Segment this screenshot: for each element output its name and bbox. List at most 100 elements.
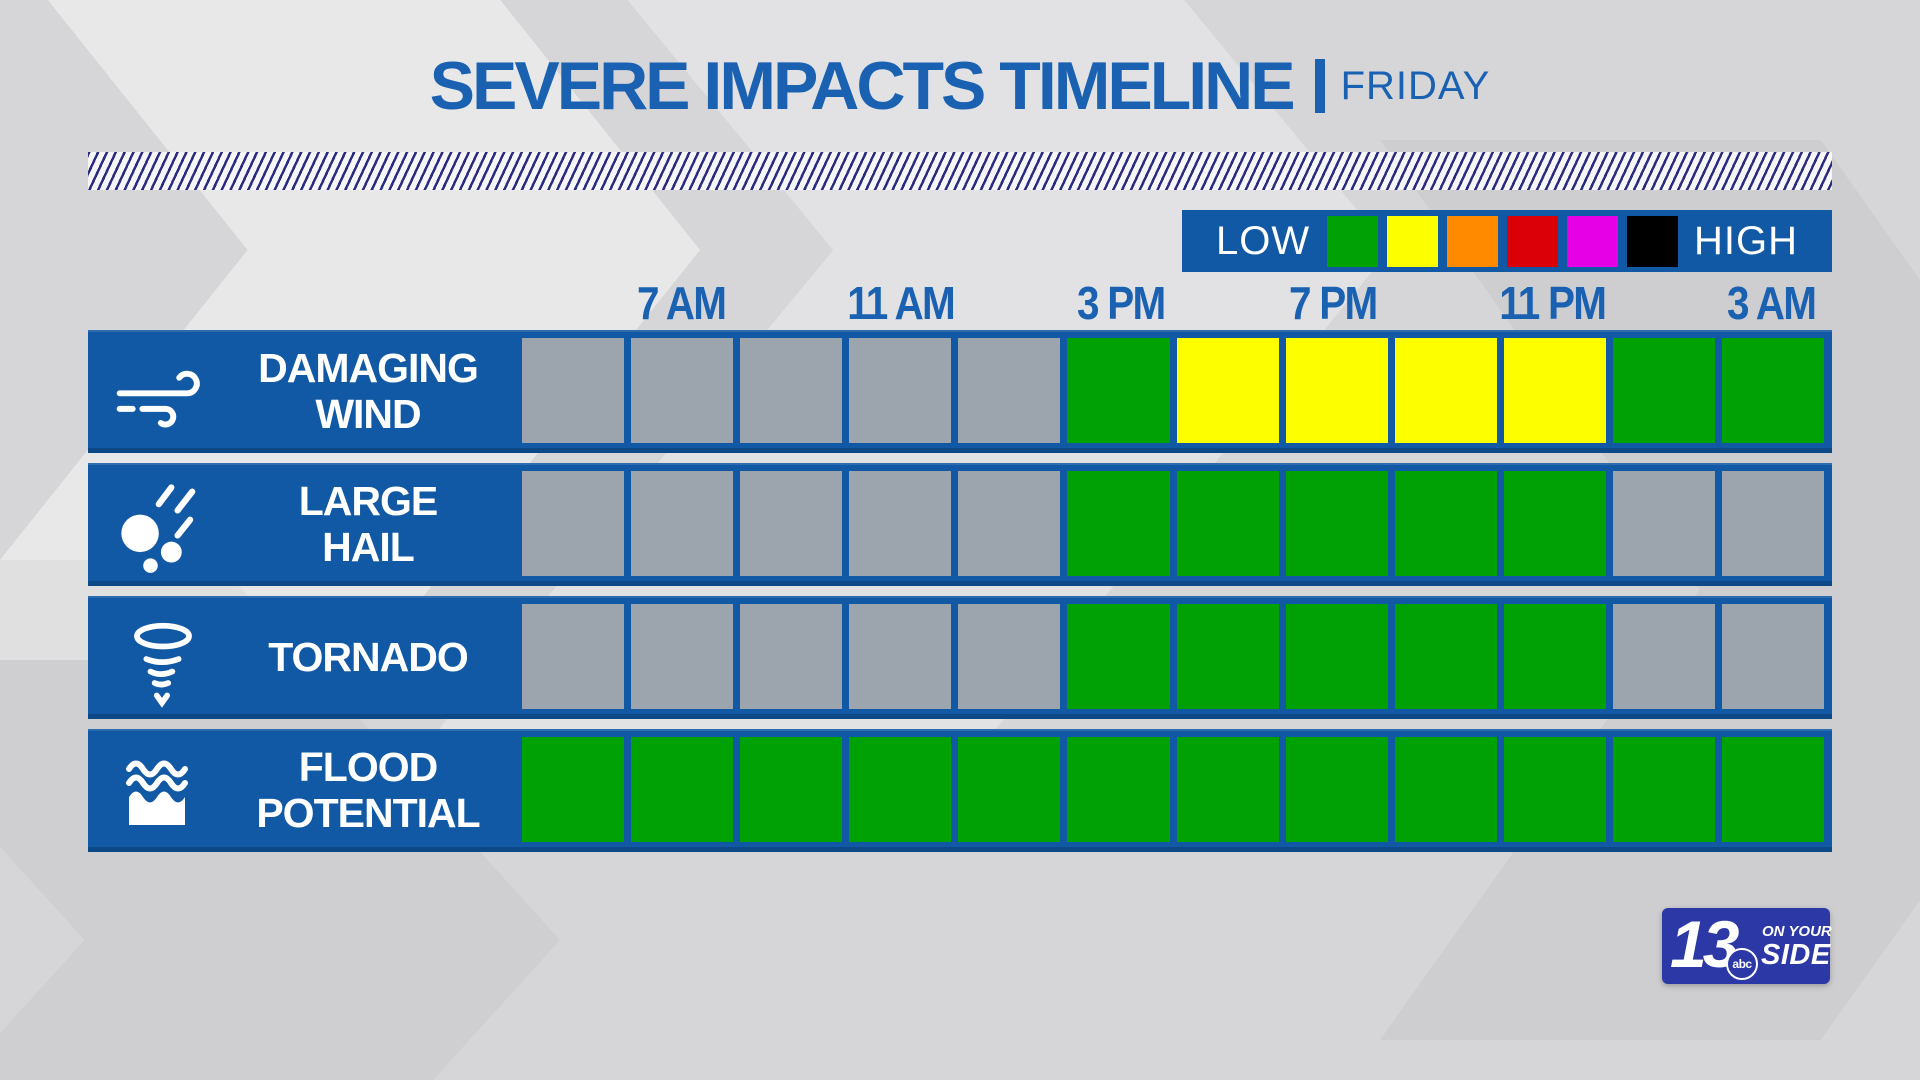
impact-cell [1176,338,1279,443]
row-tornado: TORNADO [88,596,1832,719]
impact-cell [522,737,625,842]
impact-cell [1067,471,1170,576]
impact-cell [1067,338,1170,443]
impact-cell [849,471,952,576]
time-label: 11 PM [1498,277,1607,329]
cells-flood-potential [522,737,1824,842]
flood-icon [102,743,224,839]
row-title: TORNADO [268,633,469,680]
row-large-hail: LARGE HAIL [88,463,1832,586]
cells-large-hail [522,471,1824,576]
wind-icon [102,346,224,438]
row-label-flood-potential: FLOOD POTENTIAL [88,729,522,852]
impact-cell [522,471,625,576]
row-label-large-hail: LARGE HAIL [88,463,522,586]
title-day: FRIDAY [1340,63,1491,108]
impact-cell [1067,737,1170,842]
impact-cell [1176,471,1279,576]
time-slot [1385,274,1491,326]
time-slot [1173,274,1279,326]
row-label-damaging-wind: DAMAGING WIND [88,330,522,453]
row-flood-potential: FLOOD POTENTIAL [88,729,1832,852]
row-title: DAMAGING WIND [258,345,479,437]
severity-legend: LOW HIGH [1182,210,1832,272]
impact-cell [958,737,1061,842]
impact-cell [1721,471,1824,576]
impact-cell [1285,471,1388,576]
impact-cell [1612,737,1715,842]
row-damaging-wind: DAMAGING WIND [88,330,1832,453]
legend-swatch-orange [1446,215,1498,267]
impact-cell [1176,737,1279,842]
time-label: 11 AM [847,277,955,329]
impact-cell [849,737,952,842]
impact-cell [1721,604,1824,709]
impact-cell [1394,338,1497,443]
row-label-tornado: TORNADO [88,596,522,719]
impact-cell [631,604,734,709]
impact-cell [1503,737,1606,842]
content-area: SEVERE IMPACTS TIMELINE FRIDAY LOW HIGH … [88,0,1832,1080]
impact-cell [740,737,843,842]
impact-cell [958,604,1061,709]
time-slot [522,274,628,326]
time-slot: 11 AM [840,274,961,326]
impact-cell [1721,737,1824,842]
hail-icon [102,475,224,575]
impact-cell [1503,604,1606,709]
impact-cell [1285,338,1388,443]
impact-cell [958,471,1061,576]
impact-cell [1503,471,1606,576]
legend-swatch-green [1326,215,1378,267]
impact-cell [1067,604,1170,709]
impact-cell [1285,737,1388,842]
impact-cell [522,338,625,443]
logo-number: 13 [1670,907,1739,981]
impact-cell [740,338,843,443]
legend-swatch-black [1626,215,1678,267]
row-title: LARGE HAIL [298,478,438,570]
cells-tornado [522,604,1824,709]
impact-cell [1721,338,1824,443]
impact-cell [631,471,734,576]
time-slot: 7 PM [1279,274,1385,326]
station-logo: 13 abc ON YOUR SIDE [1662,907,1832,984]
impact-cell [1612,471,1715,576]
impact-cell [1394,737,1497,842]
page-title: SEVERE IMPACTS TIMELINE FRIDAY [88,48,1832,124]
legend-high-label: HIGH [1694,219,1798,263]
hatched-divider [88,152,1832,190]
impact-cell [522,604,625,709]
impact-cell [1612,604,1715,709]
impact-cell [631,737,734,842]
abc-logo-icon: abc [1726,948,1758,980]
impact-cell [740,604,843,709]
impact-cell [849,338,952,443]
impact-cell [740,471,843,576]
impact-cell [958,338,1061,443]
time-label: 3 PM [1076,277,1166,329]
time-slot [961,274,1067,326]
time-slot: 3 PM [1067,274,1173,326]
cells-damaging-wind [522,338,1824,443]
impact-cell [1176,604,1279,709]
time-slot [1612,274,1718,326]
impact-cell [1285,604,1388,709]
time-slot: 7 AM [628,274,734,326]
legend-low-label: LOW [1216,219,1311,263]
impact-cell [1503,338,1606,443]
time-label: 3 AM [1726,277,1817,329]
impact-cell [849,604,952,709]
impact-cell [1394,604,1497,709]
time-slot: 11 PM [1492,274,1612,326]
impact-cell [631,338,734,443]
title-separator [1314,59,1325,113]
time-label: 7 AM [636,277,727,329]
impact-cell [1612,338,1715,443]
time-slot: 3 AM [1718,274,1824,326]
title-text: SEVERE IMPACTS TIMELINE [429,48,1296,124]
time-label: 7 PM [1288,277,1378,329]
legend-swatch-magenta [1566,215,1618,267]
logo-side: SIDE [1761,939,1831,971]
